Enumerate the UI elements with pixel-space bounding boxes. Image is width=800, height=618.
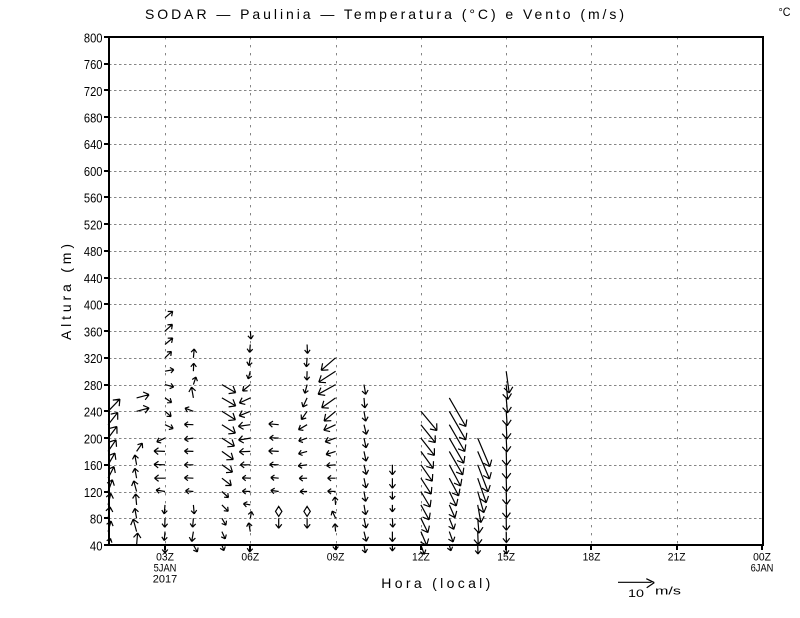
svg-text:03Z: 03Z [156,551,174,563]
svg-text:6JAN: 6JAN [751,563,774,575]
svg-text:680: 680 [84,111,103,126]
svg-text:760: 760 [84,57,103,72]
svg-text:640: 640 [84,137,103,152]
svg-text:m/s: m/s [655,586,682,598]
svg-text:10: 10 [628,588,644,600]
svg-text:15Z: 15Z [497,551,515,563]
svg-text:12Z: 12Z [412,551,430,563]
svg-text:18Z: 18Z [583,551,601,563]
svg-text:Altura (m): Altura (m) [58,244,74,340]
svg-text:400: 400 [84,298,103,313]
svg-text:06Z: 06Z [241,551,259,563]
svg-text:800: 800 [84,30,103,45]
svg-text:160: 160 [84,458,103,473]
svg-text:80: 80 [90,512,103,527]
svg-text:°C: °C [779,7,791,19]
svg-text:360: 360 [84,324,103,339]
svg-text:21Z: 21Z [668,551,686,563]
svg-text:720: 720 [84,84,103,99]
svg-text:Hora (local): Hora (local) [381,575,490,591]
svg-text:240: 240 [84,405,103,420]
svg-text:600: 600 [84,164,103,179]
svg-text:00Z: 00Z [753,551,771,563]
svg-text:200: 200 [84,431,103,446]
svg-text:09Z: 09Z [327,551,345,563]
svg-text:40: 40 [90,538,103,553]
svg-text:280: 280 [84,378,103,393]
svg-text:560: 560 [84,191,103,206]
svg-text:5JAN: 5JAN [154,563,177,575]
svg-text:120: 120 [84,485,103,500]
svg-text:320: 320 [84,351,103,366]
svg-text:2017: 2017 [153,574,177,586]
svg-text:520: 520 [84,218,103,233]
svg-text:SODAR — Paulinia — Temperatura: SODAR — Paulinia — Temperatura (°C) e Ve… [145,6,624,22]
svg-text:440: 440 [84,271,103,286]
svg-text:480: 480 [84,244,103,259]
